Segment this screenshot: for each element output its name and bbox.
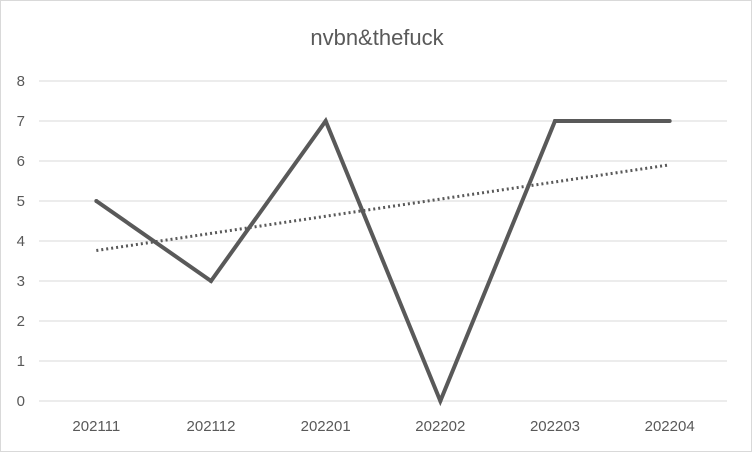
y-tick-label: 0: [17, 393, 25, 410]
x-axis-labels: 202111 202112 202201 202202 202203 202204: [72, 418, 694, 435]
x-tick-label: 202204: [645, 418, 695, 435]
x-tick-label: 202111: [72, 418, 120, 435]
y-tick-label: 8: [17, 73, 25, 90]
data-point: [667, 119, 672, 123]
y-tick-label: 3: [17, 273, 25, 290]
data-point: [323, 119, 328, 123]
data-point: [209, 279, 213, 283]
y-tick-label: 5: [17, 193, 25, 210]
x-tick-label: 202112: [187, 418, 236, 435]
y-tick-label: 7: [17, 113, 25, 130]
y-axis-labels: 0 1 2 3 4 5 6 7 8: [17, 73, 25, 410]
y-tick-label: 1: [17, 353, 25, 370]
y-tick-label: 6: [17, 153, 25, 170]
data-point: [438, 399, 443, 403]
series-line: [95, 116, 670, 407]
y-tick-label: 2: [17, 313, 25, 330]
data-point: [553, 119, 557, 123]
x-tick-label: 202203: [530, 418, 580, 435]
chart-title: nvbn&thefuck: [310, 25, 444, 50]
y-tick-label: 4: [17, 233, 25, 250]
gridlines: [39, 80, 727, 402]
x-tick-label: 202202: [415, 418, 465, 435]
x-tick-label: 202201: [301, 418, 351, 435]
trendline-group: [96, 163, 670, 253]
series-group: [94, 116, 672, 407]
data-point: [94, 199, 99, 203]
trendline: [96, 163, 670, 253]
